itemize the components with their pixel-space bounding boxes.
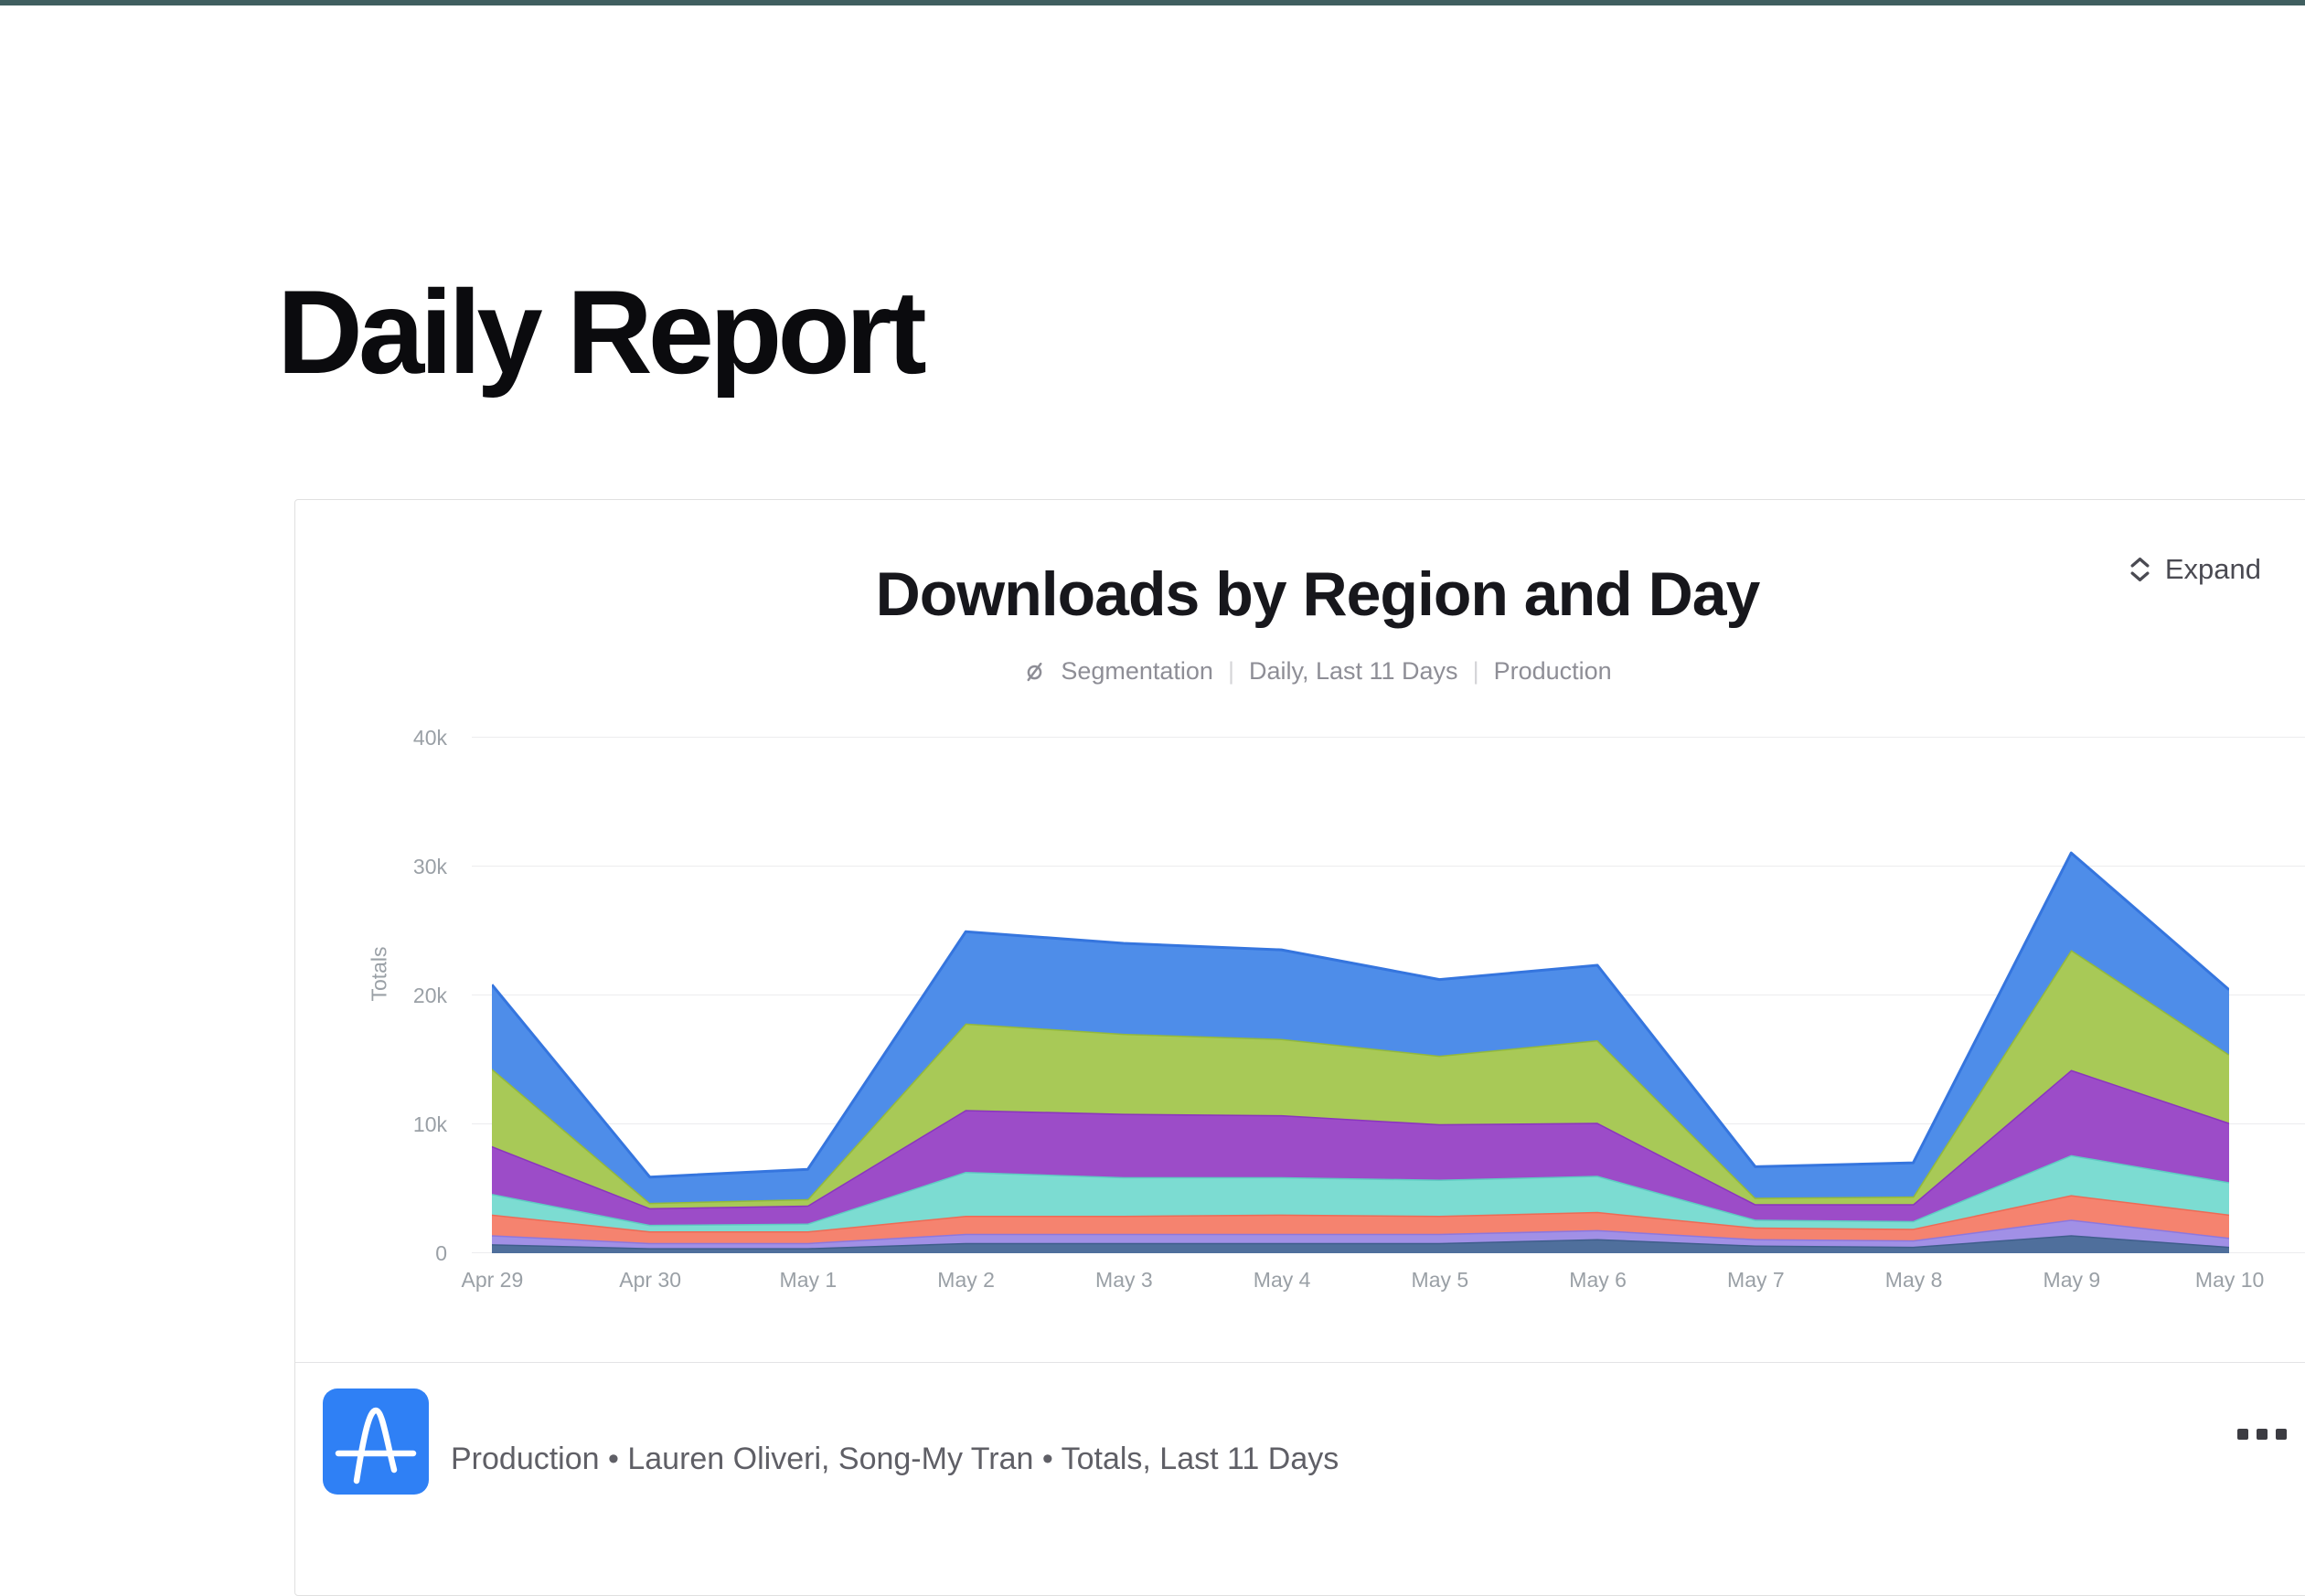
meta-separator: | bbox=[1472, 657, 1479, 685]
ellipsis-icon bbox=[2237, 1429, 2248, 1440]
meta-environment: Production bbox=[1493, 657, 1612, 685]
x-tick-label: May 10 bbox=[2194, 1268, 2265, 1292]
top-accent-bar bbox=[0, 0, 2305, 5]
y-tick-label: 20k bbox=[412, 984, 447, 1007]
card-divider bbox=[295, 1362, 2305, 1363]
page-title: Daily Report bbox=[277, 265, 927, 399]
source-summary: Production • Lauren Oliveri, Song-My Tra… bbox=[451, 1442, 1339, 1476]
stacked-area-chart[interactable] bbox=[490, 723, 2230, 1255]
expand-label: Expand bbox=[2164, 553, 2261, 585]
x-tick-label: May 8 bbox=[1884, 1268, 1943, 1292]
y-tick-label: 10k bbox=[412, 1112, 447, 1136]
chevrons-up-down-icon bbox=[2128, 556, 2152, 583]
x-axis-labels: Apr 29 Apr 30 May 1 May 2 May 3 May 4 Ma… bbox=[413, 1268, 2305, 1293]
meta-separator: | bbox=[1227, 657, 1234, 685]
x-tick-label: May 4 bbox=[1253, 1268, 1311, 1292]
x-tick-label: Apr 29 bbox=[461, 1268, 524, 1292]
ellipsis-icon bbox=[2257, 1429, 2268, 1440]
expand-button[interactable]: Expand bbox=[2128, 553, 2261, 586]
y-tick-label: 30k bbox=[412, 855, 447, 878]
chart-title: Downloads by Region and Day bbox=[875, 559, 1761, 629]
y-tick-label: 0 bbox=[435, 1241, 447, 1265]
x-tick-label: May 6 bbox=[1569, 1268, 1627, 1292]
stacked-area-svg bbox=[490, 851, 2230, 1253]
meta-chart-type: Segmentation bbox=[1061, 657, 1213, 685]
y-axis-title: Totals bbox=[367, 946, 391, 1002]
more-button[interactable] bbox=[2237, 1429, 2287, 1440]
x-tick-label: May 3 bbox=[1095, 1268, 1153, 1292]
gridline-40k bbox=[472, 737, 2305, 738]
x-tick-label: May 9 bbox=[2043, 1268, 2101, 1292]
chart-meta-row: Segmentation | Daily, Last 11 Days | Pro… bbox=[295, 657, 2305, 686]
gridline-30k bbox=[472, 866, 2305, 867]
segmentation-chart-icon bbox=[1023, 660, 1046, 683]
x-tick-label: May 1 bbox=[779, 1268, 838, 1292]
x-tick-label: May 2 bbox=[937, 1268, 995, 1292]
meta-interval: Daily, Last 11 Days bbox=[1248, 657, 1458, 685]
amplitude-a-logo bbox=[323, 1389, 429, 1495]
ellipsis-icon bbox=[2276, 1429, 2287, 1440]
x-tick-label: May 5 bbox=[1411, 1268, 1469, 1292]
x-tick-label: May 7 bbox=[1727, 1268, 1785, 1292]
x-tick-label: Apr 30 bbox=[619, 1268, 681, 1292]
chart-card: Downloads by Region and Day Expand Segme… bbox=[294, 499, 2305, 1596]
y-tick-label: 40k bbox=[412, 726, 447, 750]
